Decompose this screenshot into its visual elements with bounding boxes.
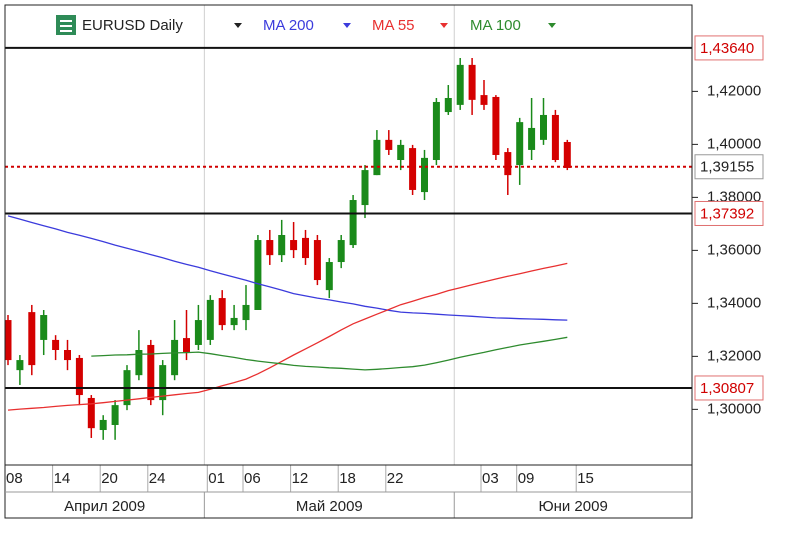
level-box: [694, 35, 764, 61]
candle-body: [147, 344, 155, 401]
candle-body: [194, 320, 202, 345]
candle-body: [206, 299, 214, 340]
y-axis: 1,300001,320001,340001,360001,380001,400…: [692, 35, 764, 417]
candle-body: [28, 312, 36, 366]
x-tick-label: 01: [208, 470, 225, 487]
candle-body: [492, 96, 500, 155]
x-tick-label: 14: [54, 470, 71, 487]
candle-body: [290, 240, 298, 251]
dropdown-arrow[interactable]: [548, 23, 556, 28]
y-tick-label: 1,30000: [707, 400, 761, 417]
candle-body: [218, 298, 226, 326]
candle-body: [397, 144, 405, 161]
candle-body: [99, 419, 107, 431]
candle-body: [409, 148, 417, 190]
level-label: 1,30807: [700, 380, 754, 397]
level-box: [694, 200, 764, 226]
candle-body: [516, 122, 524, 166]
candle-body: [468, 64, 476, 100]
candle-body: [278, 235, 286, 256]
plot-marks: [4, 46, 692, 440]
candle-body: [266, 240, 274, 256]
candle-body: [87, 397, 95, 429]
candle-body: [302, 237, 309, 259]
legend-entry[interactable]: MA 55: [372, 17, 415, 34]
candle-body: [75, 357, 83, 396]
candle-body: [159, 365, 167, 401]
candle-body: [421, 157, 428, 193]
x-tick-label: 06: [244, 470, 261, 487]
candle-body: [254, 240, 262, 310]
candle-body: [361, 170, 369, 206]
x-tick-label: 18: [339, 470, 356, 487]
candle-body: [540, 114, 547, 140]
candle-body: [349, 200, 357, 246]
month-label: Април 2009: [64, 498, 145, 515]
candle-body: [432, 101, 440, 161]
x-tick-label: 24: [149, 470, 166, 487]
dropdown-arrow[interactable]: [440, 23, 448, 28]
level-label: 1,43640: [700, 40, 754, 57]
candle-body: [64, 350, 71, 361]
candle-body: [480, 95, 488, 105]
candle-body: [40, 315, 48, 340]
level-label: 1,37392: [700, 205, 754, 222]
candle-body: [16, 360, 24, 371]
ma-line: [7, 262, 568, 411]
x-tick-label: 09: [518, 470, 535, 487]
level-box: [694, 375, 764, 401]
icon-line: [60, 25, 72, 27]
candle-body: [385, 139, 393, 150]
candle-body: [337, 240, 345, 263]
y-tick-label: 1,34000: [707, 294, 761, 311]
x-tick-label: 03: [482, 470, 499, 487]
ma-line: [91, 336, 568, 371]
legend-entry[interactable]: MA 200: [263, 17, 314, 34]
legend-entry[interactable]: MA 100: [470, 17, 521, 34]
icon-line: [60, 20, 72, 22]
current-price-label: 1,39155: [700, 159, 754, 176]
candle-body: [456, 64, 464, 105]
chart-title[interactable]: EURUSD Daily: [82, 17, 183, 34]
candle-body: [313, 240, 321, 281]
x-tick-label: 22: [387, 470, 404, 487]
candle-body: [563, 141, 571, 168]
candle-body: [183, 338, 190, 353]
candle-body: [171, 339, 179, 376]
x-tick-label: 08: [6, 470, 23, 487]
icon-line: [60, 30, 72, 32]
current-price-box: [694, 154, 764, 180]
dropdown-arrow[interactable]: [343, 23, 351, 28]
candle-body: [504, 152, 512, 176]
month-label: Юни 2009: [538, 498, 607, 515]
candle-body: [551, 114, 559, 161]
y-tick-label: 1,42000: [707, 82, 761, 99]
ma-line: [7, 215, 568, 321]
candle-body: [444, 98, 452, 113]
month-label: Май 2009: [296, 498, 363, 515]
y-tick-label: 1,40000: [707, 135, 761, 152]
x-tick-label: 15: [577, 470, 594, 487]
candle-body: [230, 317, 238, 326]
dropdown-arrow[interactable]: [234, 23, 242, 28]
x-tick-label: 12: [292, 470, 309, 487]
candle-body: [242, 304, 250, 321]
candle-body: [4, 320, 12, 361]
y-tick-label: 1,36000: [707, 241, 761, 258]
candle-body: [111, 405, 119, 425]
candle-body: [373, 139, 381, 176]
header: EURUSD Daily MA 200 MA 55 MA 100: [56, 15, 556, 35]
candle-body: [528, 127, 536, 150]
candle-body: [135, 350, 143, 376]
candle-body: [52, 339, 60, 350]
candle-body: [325, 262, 333, 291]
x-tick-label: 20: [101, 470, 118, 487]
y-tick-label: 1,32000: [707, 347, 761, 364]
